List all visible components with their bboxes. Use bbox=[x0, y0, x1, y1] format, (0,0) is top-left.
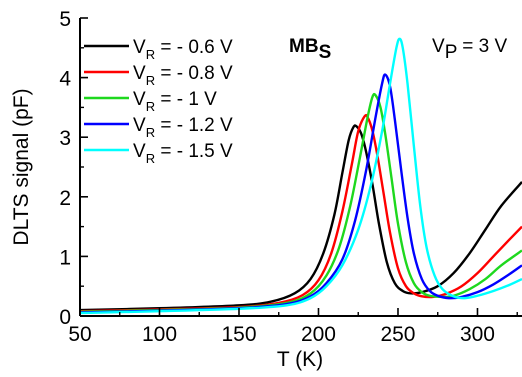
x-ticks-group: 50 100 150 200 250 300 bbox=[68, 308, 518, 346]
x-axis-title: T (K) bbox=[277, 348, 323, 371]
series-line-2 bbox=[80, 113, 522, 313]
y-ticks-group: 0 1 2 3 4 5 bbox=[59, 8, 88, 329]
x-tick-label: 250 bbox=[380, 323, 415, 346]
y-tick-label: 0 bbox=[59, 306, 71, 329]
y-tick-label: 4 bbox=[59, 68, 71, 91]
pulse-label-value: = 3 V bbox=[457, 36, 507, 57]
x-tick-label: 200 bbox=[301, 323, 336, 346]
x-tick-label: 50 bbox=[68, 323, 91, 346]
x-tick-label: 150 bbox=[221, 323, 256, 346]
sample-label-sub: S bbox=[319, 42, 332, 63]
y-tick-label: 1 bbox=[59, 246, 71, 269]
y-tick-label: 5 bbox=[59, 8, 71, 31]
pulse-label-main: V bbox=[432, 36, 445, 57]
x-tick-label: 100 bbox=[142, 323, 177, 346]
legend: VR = - 0.6 VVR = - 0.8 VVR = - 1 VVR = -… bbox=[84, 37, 233, 166]
legend-label-1: VR = - 0.6 V bbox=[133, 37, 233, 62]
sample-label: MBS bbox=[289, 36, 331, 63]
sample-label-main: MB bbox=[289, 36, 319, 57]
legend-label-5: VR = - 1.5 V bbox=[133, 141, 233, 166]
y-tick-label: 3 bbox=[59, 127, 71, 150]
y-tick-label: 2 bbox=[59, 187, 71, 210]
y-axis-title: DLTS signal (pF) bbox=[10, 88, 33, 245]
pulse-voltage-label: VP = 3 V bbox=[432, 36, 508, 63]
legend-label-4: VR = - 1.2 V bbox=[133, 115, 233, 140]
series-line-5 bbox=[80, 37, 522, 315]
pulse-label-sub: P bbox=[445, 42, 457, 63]
legend-label-3: VR = - 1 V bbox=[133, 89, 217, 114]
data-series-group bbox=[80, 37, 522, 315]
legend-label-2: VR = - 0.8 V bbox=[133, 63, 233, 88]
x-tick-label: 300 bbox=[460, 323, 495, 346]
series-line-1 bbox=[80, 124, 522, 312]
